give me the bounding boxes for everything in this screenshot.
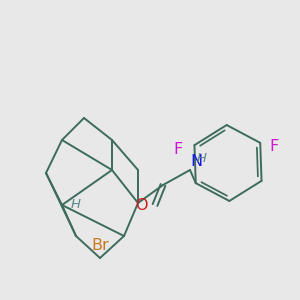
Text: H: H <box>71 199 81 212</box>
Text: O: O <box>135 197 147 212</box>
Text: Br: Br <box>91 238 109 253</box>
Text: N: N <box>190 154 202 169</box>
Text: F: F <box>174 142 183 157</box>
Text: F: F <box>270 140 279 154</box>
Text: H: H <box>197 152 207 164</box>
